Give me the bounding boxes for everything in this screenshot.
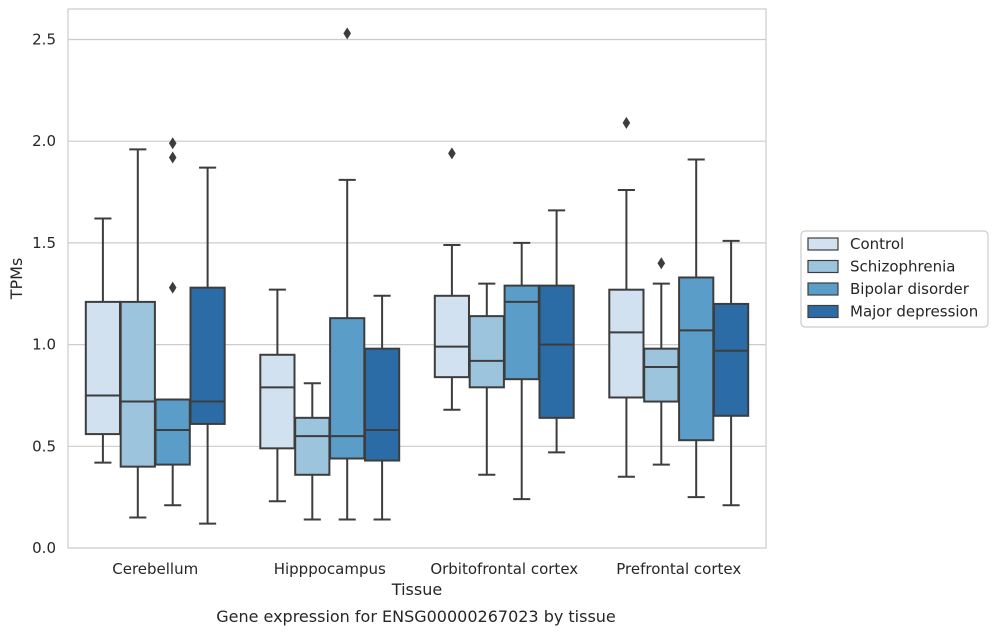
y-axis-label: TPMs: [7, 258, 26, 301]
box-major-depression: [712, 239, 750, 507]
box-control: [608, 116, 645, 478]
chart-caption: Gene expression for ENSG00000267023 by t…: [216, 607, 616, 626]
box-control: [259, 288, 296, 503]
box-iqr: [678, 276, 715, 442]
legend-swatch: [807, 282, 839, 296]
box-series-group: [84, 27, 750, 525]
x-tick-label: Orbitofrontal cortex: [430, 560, 578, 578]
box-control: [84, 217, 122, 464]
box-iqr: [433, 294, 471, 379]
box-schizophrenia: [119, 148, 156, 519]
x-tick-label: Cerebellum: [112, 560, 198, 578]
box-bipolar-disorder: [154, 137, 191, 507]
box-iqr: [503, 284, 540, 381]
box-iqr: [643, 347, 680, 403]
box-major-depression: [189, 166, 226, 525]
plot-area-frame: [67, 8, 767, 549]
box-bipolar-disorder: [503, 241, 540, 501]
y-tick-label: 1.5: [32, 234, 56, 252]
box-bipolar-disorder: [678, 158, 715, 499]
x-axis-ticks: Cerebellum Hipppocampus Orbitofrontal cort…: [112, 560, 741, 578]
box-iqr: [363, 347, 401, 462]
box-schizophrenia: [643, 257, 680, 466]
box-major-depression: [363, 294, 401, 521]
box-iqr: [712, 302, 750, 417]
box-schizophrenia: [294, 382, 331, 521]
x-tick-label: Prefrontal cortex: [616, 560, 741, 578]
y-tick-label: 0.5: [32, 437, 56, 455]
legend-swatch: [807, 304, 839, 319]
legend-label: Schizophrenia: [850, 258, 955, 276]
outlier-point: [168, 151, 177, 164]
outlier-point: [168, 137, 177, 150]
box-control: [433, 147, 471, 411]
outlier-point: [168, 281, 177, 294]
legend-label: Major depression: [850, 303, 978, 321]
outlier-point: [448, 147, 456, 160]
box-iqr: [608, 288, 645, 399]
x-tick-label: Hipppocampus: [274, 560, 386, 578]
legend-label: Control: [850, 235, 904, 253]
box-iqr: [119, 300, 156, 468]
y-axis-ticks: 0.0 0.5 1.0 1.5 2.0 2.5: [32, 31, 56, 557]
y-tick-label: 2.0: [32, 132, 56, 150]
box-iqr: [294, 416, 331, 476]
box-schizophrenia: [468, 282, 505, 476]
y-tick-label: 2.5: [32, 31, 56, 49]
outlier-point: [622, 116, 631, 129]
legend-swatch: [807, 259, 839, 274]
outlier-point: [343, 27, 351, 40]
box-iqr: [538, 284, 575, 419]
box-iqr: [329, 317, 366, 460]
gridlines: [68, 38, 766, 447]
legend-frame: [800, 230, 989, 328]
box-iqr: [84, 300, 122, 436]
box-iqr: [468, 315, 505, 389]
legend-swatch: [807, 237, 839, 251]
box-iqr: [154, 398, 191, 466]
box-bipolar-disorder: [329, 27, 366, 521]
box-major-depression: [538, 209, 575, 454]
legend-label: Bipolar disorder: [850, 280, 970, 298]
outlier-point: [657, 257, 666, 270]
box-iqr: [189, 286, 226, 425]
y-tick-label: 0.0: [32, 539, 56, 557]
legend: Control Schizophrenia Bipolar disorder Majo…: [800, 230, 989, 328]
box-iqr: [259, 353, 296, 450]
y-tick-label: 1.0: [32, 336, 56, 354]
x-axis-label: Tissue: [391, 580, 442, 599]
